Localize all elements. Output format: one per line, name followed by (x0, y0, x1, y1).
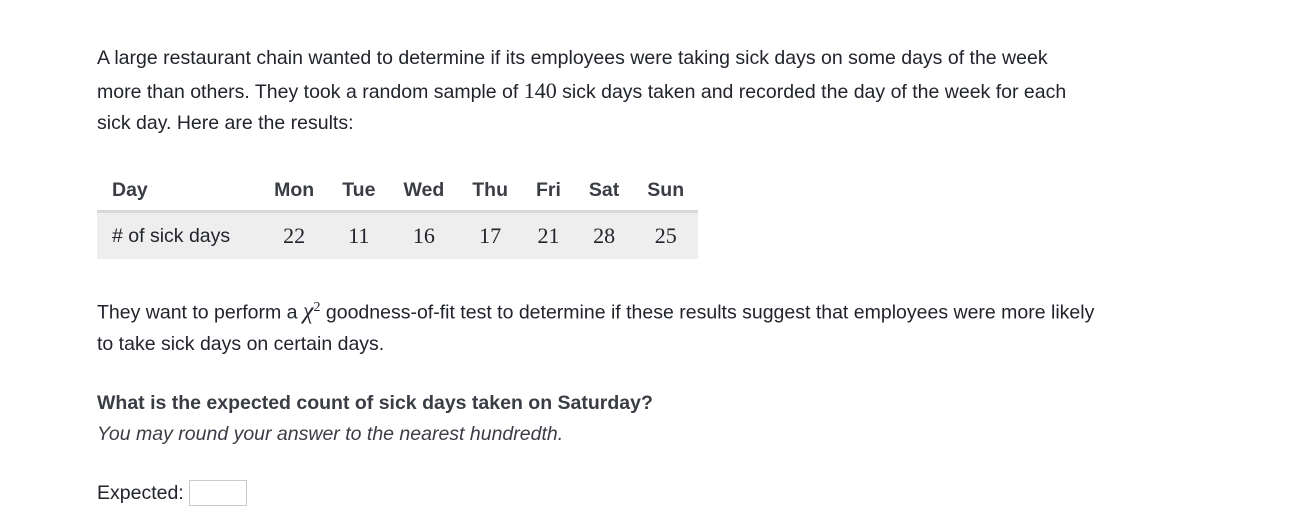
expected-input[interactable] (188, 480, 247, 506)
test-paragraph: They want to perform a χ2 goodness-of-fi… (97, 292, 1097, 361)
table-header-row: Day Mon Tue Wed Thu Fri Sat Sun (97, 170, 699, 213)
hint-text: You may round your answer to the nearest… (97, 423, 564, 445)
header-day: Day (97, 170, 261, 213)
chi-exponent: 2 (313, 300, 321, 315)
header-sat: Sat (574, 170, 634, 213)
intro-text: A large restaurant chain wanted to deter… (97, 47, 1048, 103)
count-thu: 17 (458, 211, 522, 259)
test-text: They want to perform a (97, 301, 303, 324)
header-fri: Fri (522, 170, 575, 213)
table-row: # of sick days 22 11 16 17 21 28 25 (97, 211, 699, 259)
header-thu: Thu (458, 170, 522, 213)
question-text: What is the expected count of sick days … (97, 392, 653, 414)
sick-days-table: Day Mon Tue Wed Thu Fri Sat Sun # of sic… (97, 170, 699, 259)
count-sat: 28 (574, 211, 634, 259)
count-wed: 16 (389, 211, 459, 259)
test-text-end: goodness-of-fit test to determine if the… (97, 301, 1095, 356)
count-sun: 25 (633, 211, 699, 259)
count-mon: 22 (260, 211, 329, 259)
count-tue: 11 (328, 211, 390, 259)
header-wed: Wed (389, 170, 459, 213)
chi-symbol: χ (302, 298, 314, 325)
answer-row: Expected: (97, 480, 247, 506)
count-fri: 21 (522, 211, 575, 259)
header-tue: Tue (328, 170, 390, 213)
header-mon: Mon (260, 170, 329, 213)
intro-paragraph: A large restaurant chain wanted to deter… (97, 43, 1072, 140)
header-sun: Sun (633, 170, 699, 213)
row-label: # of sick days (97, 211, 261, 259)
intro-text-end: sick days taken and recorded the day of … (97, 80, 1067, 135)
expected-label: Expected: (97, 481, 184, 504)
sample-size: 140 (523, 77, 557, 103)
